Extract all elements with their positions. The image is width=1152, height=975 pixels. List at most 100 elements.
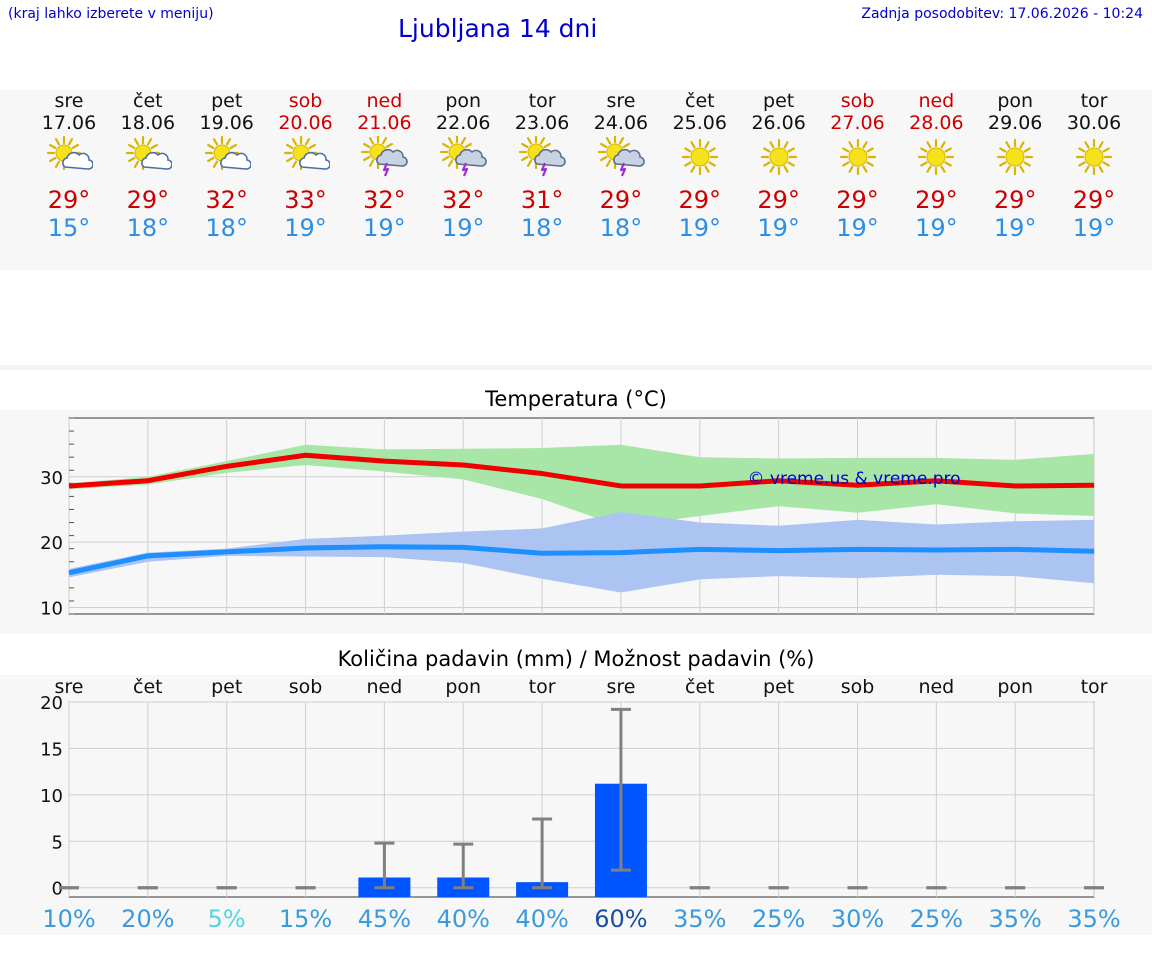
- day-column: sre 24.06 29° 18°: [581, 90, 661, 242]
- x-tick-label: pet: [211, 676, 242, 698]
- sun-shape: [839, 138, 876, 176]
- day-name: pet: [211, 90, 243, 112]
- sun-ray: [847, 141, 854, 149]
- day-name: sob: [840, 90, 875, 112]
- sun-ray: [448, 137, 454, 145]
- cloud-shape: [140, 151, 172, 170]
- sun-disc: [1005, 147, 1025, 167]
- day-column: ned 28.06 29° 19°: [896, 90, 976, 242]
- sun-ray: [539, 137, 546, 145]
- x-tick-label: sob: [289, 676, 323, 698]
- precipitation-probability: 5%: [208, 905, 246, 933]
- min-temperature: 18°: [205, 214, 248, 242]
- sun-cloud-icon: [204, 136, 251, 171]
- temperature-line: [68, 544, 1095, 576]
- precipitation-probability: 35%: [673, 905, 726, 933]
- sun-ray: [690, 141, 696, 149]
- sun-ray: [49, 156, 57, 163]
- day-column: pon 22.06 32° 19°: [423, 90, 503, 242]
- day-column: tor 23.06 31° 18°: [502, 90, 582, 242]
- x-tick-label: ned: [367, 676, 403, 698]
- sun-shape: [760, 138, 797, 176]
- precipitation-probability: 25%: [910, 905, 963, 933]
- sun-ray: [920, 161, 928, 167]
- min-temperature: 19°: [836, 214, 879, 242]
- precipitation-probability: 40%: [515, 905, 568, 933]
- day-column: pet 26.06 29° 19°: [739, 90, 819, 242]
- sun-ray: [605, 137, 612, 145]
- sun-ray: [521, 142, 529, 149]
- day-date: 26.06: [751, 112, 806, 134]
- cloud-shape: [613, 148, 645, 167]
- sun-ray: [944, 161, 953, 167]
- x-tick-label: pet: [763, 676, 794, 698]
- sun-ray: [1005, 141, 1011, 149]
- sun-ray: [150, 143, 158, 150]
- sun-ray: [769, 165, 775, 173]
- max-temperature: 29°: [1072, 186, 1116, 214]
- sun-ray: [1023, 161, 1032, 167]
- day-name: ned: [366, 90, 403, 112]
- sun-ray: [861, 165, 868, 173]
- y-tick-label: 30: [40, 468, 63, 489]
- max-temperature: 29°: [993, 186, 1037, 214]
- cloud-outline: [613, 148, 645, 167]
- y-tick-label: 5: [52, 832, 63, 853]
- min-temperature: 19°: [993, 214, 1037, 242]
- x-tick-label: pon: [445, 676, 481, 698]
- sun-ray: [67, 138, 74, 146]
- day-name: sre: [54, 90, 84, 112]
- sun-ray: [363, 142, 371, 149]
- sun-ray: [212, 160, 218, 168]
- sun-ray: [783, 141, 789, 149]
- x-tick-label: čet: [685, 676, 715, 698]
- cloud-outline: [376, 148, 409, 167]
- sun-ray: [212, 138, 218, 146]
- max-temperature: 29°: [678, 186, 722, 214]
- sun-icon: [681, 138, 718, 176]
- day-date: 17.06: [41, 112, 97, 134]
- sun-shape: [997, 138, 1034, 176]
- sun-disc: [848, 147, 867, 167]
- cloud-outline: [140, 151, 172, 170]
- sun-ray: [526, 159, 533, 167]
- plot-area: [68, 701, 1095, 898]
- cloud-outline: [455, 148, 488, 167]
- sun-shape: [681, 138, 718, 176]
- sun-ray: [1098, 165, 1104, 173]
- sun-ray: [841, 147, 850, 153]
- sun-ray: [704, 141, 710, 149]
- sun-ray: [708, 161, 716, 167]
- sun-disc: [1084, 147, 1104, 167]
- lightning-bolt: [540, 162, 548, 177]
- sun-ray: [769, 141, 775, 149]
- day-date: 28.06: [909, 112, 964, 134]
- sun-ray: [999, 161, 1007, 167]
- temperature-chart: 10 20 30 © vreme.us & vreme.pro: [40, 417, 1095, 619]
- sun-ray: [762, 161, 771, 167]
- cloud-shape: [298, 151, 330, 170]
- sun-disc: [769, 147, 789, 167]
- precipitation-probability: 40%: [437, 905, 490, 933]
- cloud-shape: [376, 148, 409, 167]
- temperature-line: [68, 452, 1095, 489]
- sun-ray: [622, 142, 630, 149]
- day-column: sob 27.06 29° 19°: [818, 90, 898, 242]
- day-date: 30.06: [1066, 112, 1122, 134]
- sun-ray: [291, 160, 297, 168]
- sun-ray: [146, 138, 152, 146]
- y-tick-label: 10: [40, 786, 63, 807]
- y-tick-label: 10: [40, 598, 63, 619]
- y-tick-label: 0: [52, 879, 63, 900]
- sun-ray: [382, 137, 388, 145]
- sun-ray: [291, 138, 297, 146]
- min-temperature: 18°: [599, 214, 643, 242]
- sun-ray: [787, 161, 795, 167]
- thunderstorm-icon: [597, 136, 645, 177]
- precipitation-chart-title: Količina padavin (mm) / Možnost padavin …: [337, 647, 815, 671]
- min-temperature: 18°: [520, 214, 564, 242]
- sun-ray: [841, 161, 850, 167]
- cloud-outline: [219, 151, 251, 170]
- sun-ray: [464, 142, 473, 149]
